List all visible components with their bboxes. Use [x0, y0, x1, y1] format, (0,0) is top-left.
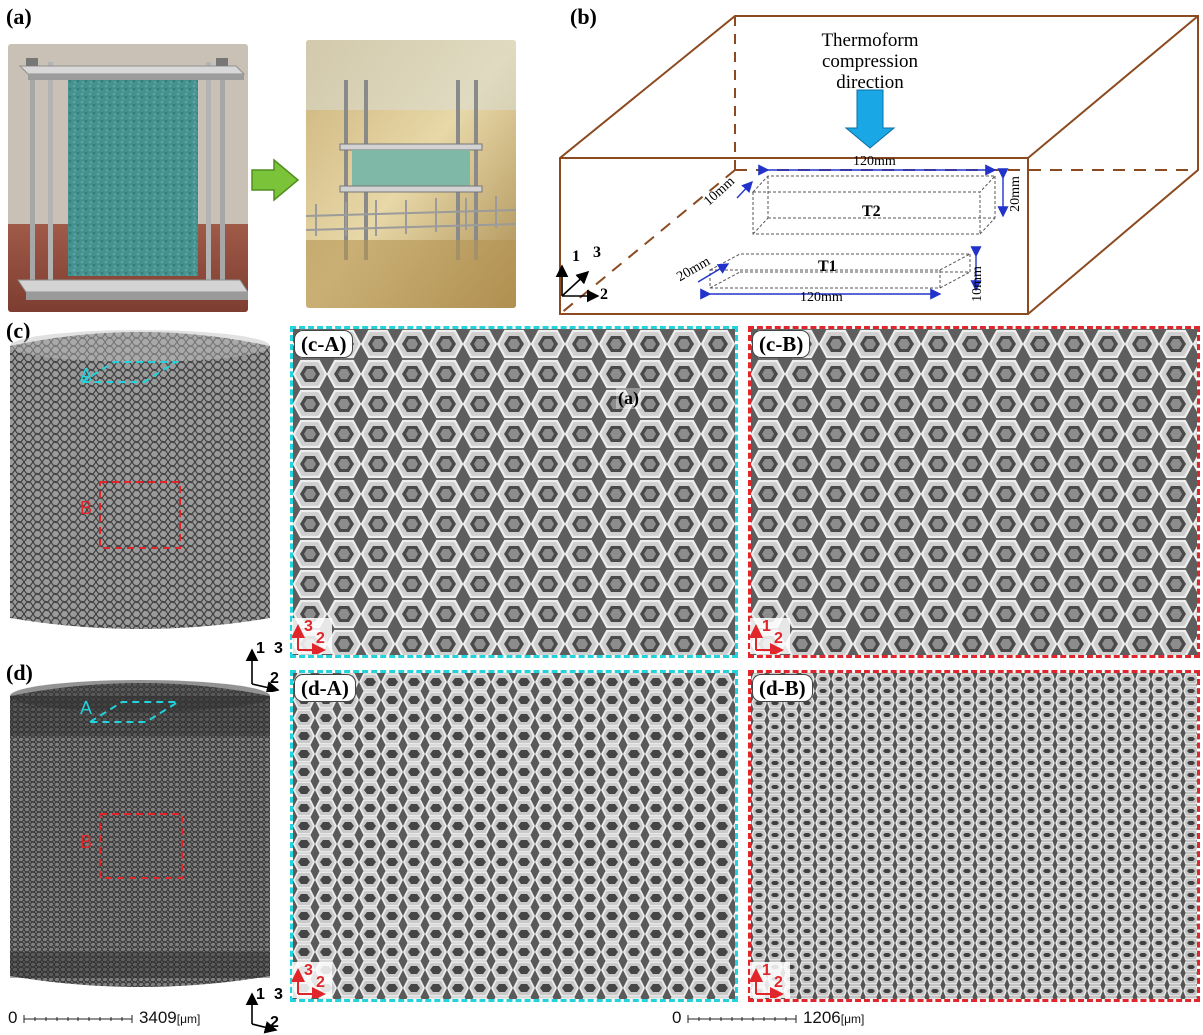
inset-d-b — [748, 670, 1200, 1002]
specimen-t2-label: T2 — [862, 203, 881, 220]
axis-right-d-b: 2 — [774, 974, 783, 991]
scalebar-left: 0 3409[μm] — [8, 1008, 200, 1028]
axes-d-a — [292, 962, 332, 998]
direction-line-2: compression — [821, 51, 919, 72]
scalebar-right: 0 1206[μm] — [672, 1008, 864, 1028]
process-arrow-icon — [251, 158, 300, 202]
axis-right-c-a: 2 — [316, 630, 325, 647]
region-b-label-d: B — [80, 832, 93, 852]
oven-illustration — [306, 40, 516, 308]
axis-up-c-a: 3 — [304, 618, 313, 635]
axis-2-label-b: 2 — [600, 286, 608, 303]
axes-triad-c — [245, 648, 280, 692]
foam-cylinder-original — [10, 330, 270, 629]
annotation-a: (a) — [616, 388, 641, 409]
t1-height-label: 10mm — [969, 266, 985, 302]
inset-label-c-a: (c-A) — [294, 330, 354, 358]
specimen-t1-label: T1 — [818, 258, 837, 275]
panel-label-a: (a) — [6, 4, 32, 29]
photo-foam-in-fixture — [8, 44, 248, 312]
scalebar-right-ruler — [687, 1014, 797, 1023]
compression-arrow-icon — [844, 89, 896, 149]
axis-up-d-b: 1 — [762, 962, 771, 979]
t1-length-label: 120mm — [800, 290, 843, 305]
axes-triad-b — [555, 264, 600, 303]
region-a-label-d: A — [80, 698, 93, 718]
direction-line-3: direction — [836, 72, 904, 93]
t2-height-label: 20mm — [1007, 176, 1023, 212]
axis-up-c-b: 1 — [762, 618, 771, 635]
panel-label-c: (c) — [6, 318, 31, 343]
fixture-illustration — [8, 44, 248, 312]
scalebar-right-unit: [μm] — [840, 1012, 865, 1026]
triad-2-d: 2 — [270, 1014, 279, 1031]
specimen-t2 — [751, 175, 997, 235]
foam-cylinder-compressed — [10, 680, 270, 987]
scalebar-left-ruler — [23, 1014, 133, 1023]
triad-3-d: 3 — [274, 986, 283, 1003]
specimen-cutting-diagram — [555, 15, 1199, 315]
inset-label-d-b: (d-B) — [752, 674, 813, 702]
axes-triad-d — [245, 992, 278, 1034]
scalebar-right-start: 0 — [672, 1008, 682, 1027]
triad-1-c: 1 — [256, 640, 265, 657]
axes-c-b — [750, 618, 790, 654]
triad-2-c: 2 — [270, 670, 279, 687]
inset-label-c-b: (c-B) — [752, 330, 811, 358]
scalebar-left-end: 3409 — [138, 1008, 177, 1027]
inset-c-a — [290, 326, 738, 658]
panel-label-b: (b) — [570, 4, 597, 29]
triad-1-d: 1 — [256, 986, 265, 1003]
cell-texture-d-b — [751, 673, 1197, 999]
cell-texture-d-a — [293, 673, 735, 999]
inset-d-a — [290, 670, 738, 1002]
compression-direction-label: Thermoform compression direction — [810, 30, 930, 93]
cell-texture-c-b — [751, 329, 1197, 655]
axis-3-label-b: 3 — [593, 244, 601, 261]
specimen-t1 — [709, 253, 971, 289]
photo-fixture-in-oven — [306, 40, 516, 308]
scalebar-left-unit: [μm] — [176, 1012, 201, 1026]
t2-length-label: 120mm — [853, 154, 896, 169]
axis-right-d-a: 2 — [316, 974, 325, 991]
axis-1-label-b: 1 — [572, 248, 580, 265]
panel-label-d: (d) — [6, 660, 33, 685]
cell-texture-c-a — [293, 329, 735, 655]
axis-right-c-b: 2 — [774, 630, 783, 647]
axes-c-a — [292, 618, 332, 654]
scalebar-right-end: 1206 — [802, 1008, 841, 1027]
inset-c-b — [748, 326, 1200, 658]
inset-label-d-a: (d-A) — [294, 674, 356, 702]
axes-d-b — [750, 962, 790, 998]
region-a-label-c: A — [80, 365, 93, 385]
triad-3-c: 3 — [274, 640, 283, 657]
axis-up-d-a: 3 — [304, 962, 313, 979]
region-b-label-c: B — [80, 498, 93, 518]
scalebar-left-start: 0 — [8, 1008, 18, 1027]
direction-line-1: Thermoform — [821, 30, 919, 51]
